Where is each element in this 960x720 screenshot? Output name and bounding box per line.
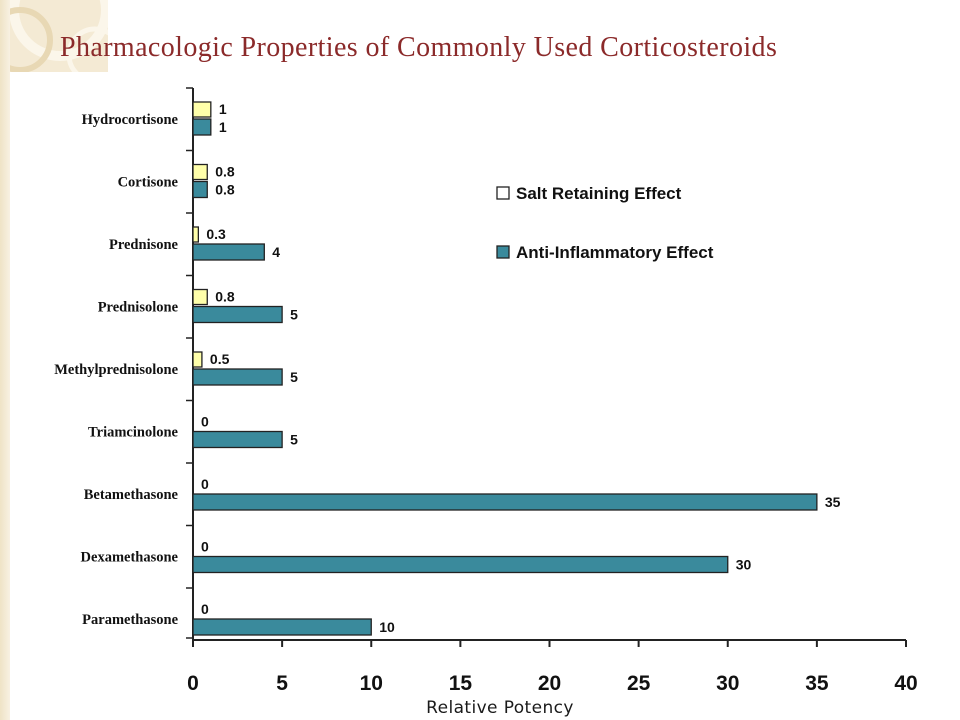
anti-value-label: 0.8 — [215, 182, 235, 198]
anti-inflammatory-bar — [192, 368, 283, 386]
x-tick-label: 0 — [187, 672, 199, 695]
category-label: Methylprednisolone — [54, 362, 178, 378]
category-label: Prednisolone — [98, 300, 179, 316]
anti-value-label: 1 — [219, 119, 227, 135]
category-label: Hydrocortisone — [82, 112, 179, 128]
legend-swatch-salt — [496, 186, 510, 200]
salt-bar — [192, 163, 208, 181]
x-tick-label: 15 — [449, 672, 473, 695]
legend-label-salt: Salt Retaining Effect — [516, 184, 682, 203]
salt-bar — [192, 226, 199, 243]
left-decorative-strip — [0, 0, 10, 720]
anti-inflammatory-bar — [192, 555, 729, 574]
anti-inflammatory-bar — [192, 618, 372, 636]
x-tick-label: 5 — [276, 672, 288, 695]
anti-inflammatory-bar — [192, 118, 212, 136]
category-label: Prednisone — [109, 237, 179, 253]
salt-value-label: 0 — [201, 539, 209, 555]
x-tick-label: 20 — [538, 672, 561, 695]
salt-bar — [192, 288, 208, 306]
slide-title: Pharmacologic Properties of Commonly Use… — [60, 32, 778, 63]
corner-decoration — [0, 0, 108, 72]
anti-inflammatory-bar — [192, 180, 208, 199]
category-label: Triamcinolone — [88, 425, 179, 441]
anti-value-label: 5 — [290, 432, 298, 448]
legend-swatch-anti — [496, 245, 510, 259]
legend-label-anti: Anti-Inflammatory Effect — [516, 243, 714, 262]
salt-value-label: 0 — [201, 414, 209, 430]
x-tick-label: 40 — [894, 672, 917, 695]
anti-value-label: 4 — [272, 244, 280, 260]
anti-value-label: 35 — [825, 494, 841, 510]
anti-value-label: 5 — [290, 307, 298, 323]
anti-value-label: 5 — [290, 369, 298, 385]
salt-value-label: 1 — [219, 101, 227, 117]
salt-value-label: 0 — [201, 601, 209, 617]
salt-value-label: 0.3 — [206, 226, 226, 242]
x-tick-label: 10 — [360, 672, 383, 695]
category-label: Betamethasone — [84, 487, 179, 503]
salt-value-label: 0.8 — [215, 164, 235, 180]
salt-bar — [192, 101, 212, 118]
salt-bar — [192, 351, 203, 368]
anti-value-label: 30 — [736, 557, 752, 573]
x-tick-label: 30 — [716, 672, 739, 695]
anti-inflammatory-bar — [192, 305, 283, 324]
anti-inflammatory-bar — [192, 243, 265, 261]
category-label: Paramethasone — [82, 612, 178, 628]
x-tick-label: 35 — [805, 672, 829, 695]
salt-value-label: 0.8 — [215, 289, 235, 305]
anti-inflammatory-bar — [192, 493, 818, 511]
x-axis-label: Relative Potency — [426, 698, 574, 718]
salt-value-label: 0 — [201, 476, 209, 492]
category-label: Dexamethasone — [81, 550, 179, 566]
salt-value-label: 0.5 — [210, 351, 230, 367]
anti-value-label: 10 — [379, 619, 395, 635]
anti-inflammatory-bar — [192, 430, 283, 449]
category-label: Cortisone — [118, 175, 179, 191]
x-tick-label: 25 — [627, 672, 651, 695]
